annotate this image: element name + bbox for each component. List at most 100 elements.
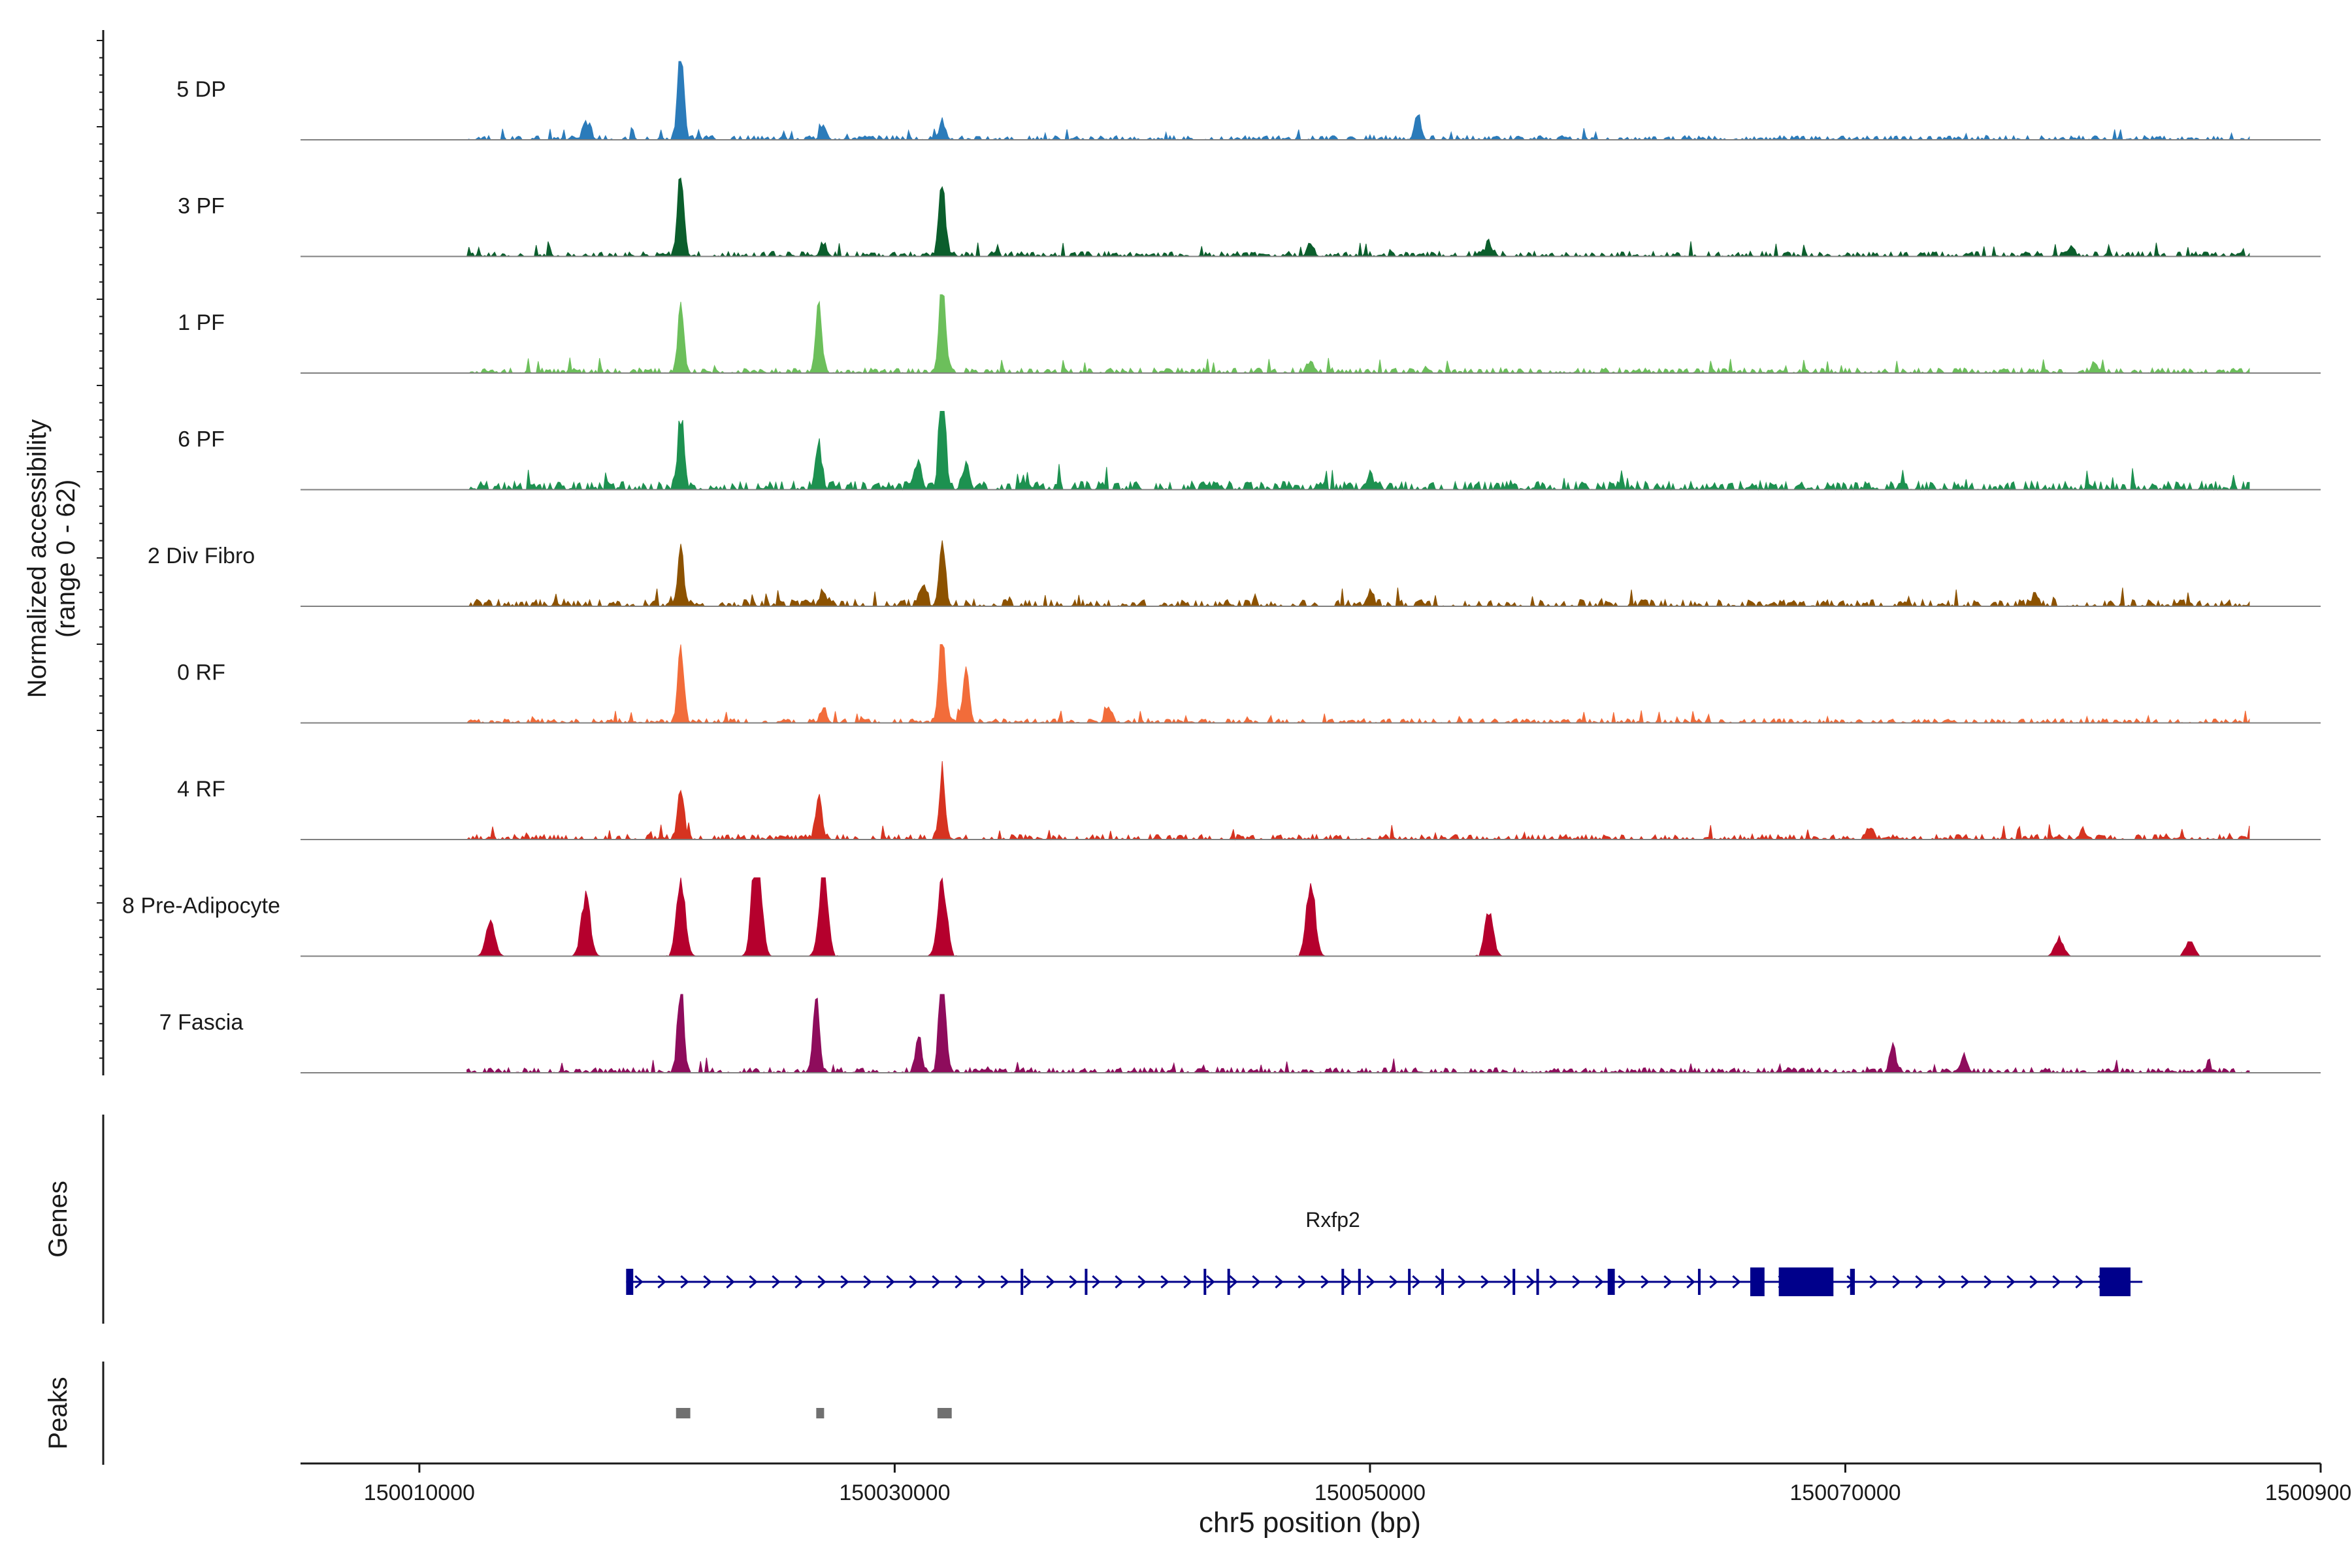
gene-strand-arrow: [2029, 1275, 2038, 1289]
gene-strand-arrow: [1298, 1275, 1307, 1289]
gene-strand-arrow: [2075, 1275, 2084, 1289]
gene-exon: [1227, 1269, 1230, 1295]
gene-strand-arrow: [977, 1275, 987, 1289]
coverage-tracks: 5 DP 3 PF 1 PF 6 PF 2 Div Fibro 0 RF 4 RF 8 Pre…: [122, 61, 2321, 1074]
gene-strand-arrow: [726, 1275, 735, 1289]
gene-strand-arrow: [1252, 1275, 1261, 1289]
track-label: 5 DP: [176, 77, 226, 102]
gene-strand-arrow: [794, 1275, 804, 1289]
gene-strand-arrow: [749, 1275, 758, 1289]
gene-strand-arrow: [1458, 1275, 1467, 1289]
gene-strand-arrow: [1595, 1275, 1604, 1289]
gene-strand-arrow: [1526, 1275, 1535, 1289]
peak-region: [676, 1408, 691, 1418]
track-1-pf: 1 PF: [178, 294, 2321, 374]
gene-exon: [1778, 1267, 1834, 1296]
gene-strand-arrow: [1480, 1275, 1490, 1289]
gene-strand-arrow: [1915, 1275, 1924, 1289]
track-3-pf: 3 PF: [178, 177, 2321, 258]
gene-strand-arrow: [1275, 1275, 1284, 1289]
gene-strand-arrow: [1503, 1275, 1512, 1289]
x-tick-label: 150030000: [839, 1480, 950, 1505]
gene-strand-arrow: [1069, 1275, 1078, 1289]
gene-strand-arrow: [1984, 1275, 1993, 1289]
gene-strand-arrow: [1229, 1275, 1238, 1289]
track-6-pf: 6 PF: [178, 411, 2321, 491]
coverage-y-ticks: [97, 40, 103, 1059]
gene-strand-arrow: [1092, 1275, 1101, 1289]
peak-marks: [676, 1408, 952, 1418]
gene-exon: [2099, 1267, 2131, 1296]
y-axis-title: Normalized accessibility (range 0 - 62): [23, 419, 80, 698]
gene-exon: [1408, 1269, 1411, 1295]
gene-name-label: Rxfp2: [1305, 1208, 1360, 1232]
x-tick-label: 150050000: [1315, 1480, 1426, 1505]
track-label: 0 RF: [177, 661, 225, 685]
gene-strand-arrow: [1137, 1275, 1147, 1289]
gene-strand-arrow: [863, 1275, 872, 1289]
gene-strand-arrow: [1641, 1275, 1650, 1289]
gene-exon: [1021, 1269, 1024, 1295]
track-2-div-fibro: 2 Div Fibro: [148, 540, 2321, 608]
gene-strand-arrow: [955, 1275, 964, 1289]
gene-strand-arrow: [886, 1275, 895, 1289]
gene-strand-arrow: [1892, 1275, 1901, 1289]
gene-strand-arrow: [1869, 1275, 1878, 1289]
gene-strand-arrow: [2006, 1275, 2016, 1289]
gene-strand-arrow: [840, 1275, 849, 1289]
gene-strand-arrow: [1663, 1275, 1673, 1289]
gene-strand-arrow: [1343, 1275, 1352, 1289]
track-5-dp: 5 DP: [176, 61, 2321, 141]
track-signal: [466, 294, 2250, 374]
x-axis-title: chr5 position (bp): [1199, 1507, 1421, 1539]
gene-strand-arrow: [1549, 1275, 1558, 1289]
track-label: 4 RF: [177, 777, 225, 802]
peak-region: [816, 1408, 825, 1418]
gene-strand-arrow: [1732, 1275, 1741, 1289]
gene-exon: [1203, 1269, 1207, 1295]
track-label: 3 PF: [178, 194, 225, 219]
gene-strand-arrow: [1023, 1275, 1032, 1289]
gene-strand-arrow: [1572, 1275, 1581, 1289]
track-label: 1 PF: [178, 310, 225, 335]
track-signal: [466, 177, 2250, 258]
gene-strand-arrow: [703, 1275, 712, 1289]
gene-strand-arrow: [1115, 1275, 1124, 1289]
gene-strand-arrow: [1183, 1275, 1192, 1289]
gene-exon: [1441, 1269, 1445, 1295]
gene-strand-arrow: [2052, 1275, 2061, 1289]
gene-exon: [1536, 1269, 1539, 1295]
gene-strand-arrow: [817, 1275, 826, 1289]
gene-exon: [1750, 1267, 1765, 1296]
gene-strand-arrow: [932, 1275, 941, 1289]
gene-strand-arrow: [909, 1275, 918, 1289]
gene-strand-arrow: [1000, 1275, 1009, 1289]
track-signal: [466, 644, 2250, 725]
gene-strand-arrow: [634, 1275, 644, 1289]
track-label: 6 PF: [178, 427, 225, 452]
gene-track: [626, 1267, 2143, 1296]
gene-strand-arrow: [657, 1275, 666, 1289]
gene-exon: [1512, 1269, 1516, 1295]
track-0-rf: 0 RF: [177, 644, 2321, 725]
track-label: 8 Pre-Adipocyte: [122, 894, 280, 919]
gene-strand-arrow: [1389, 1275, 1398, 1289]
gene-strand-arrow: [1686, 1275, 1695, 1289]
gene-strand-arrow: [1366, 1275, 1375, 1289]
peaks-section-label: Peaks: [44, 1377, 73, 1449]
genes-section-label: Genes: [44, 1181, 73, 1258]
track-7-fascia: 7 Fascia: [159, 994, 2321, 1074]
x-tick-label: 150010000: [364, 1480, 475, 1505]
gene-exon: [1607, 1269, 1615, 1295]
gene-exon: [1850, 1269, 1855, 1295]
peak-region: [937, 1408, 952, 1418]
gene-exon: [626, 1269, 634, 1295]
track-4-rf: 4 RF: [177, 760, 2321, 841]
gene-exon: [1341, 1269, 1345, 1295]
gene-strand-arrow: [1320, 1275, 1330, 1289]
gene-strand-arrow: [1206, 1275, 1215, 1289]
gene-strand-arrow: [1709, 1275, 1718, 1289]
gene-strand-arrow: [1618, 1275, 1627, 1289]
y-axis-title-line2: (range 0 - 62): [52, 480, 80, 638]
